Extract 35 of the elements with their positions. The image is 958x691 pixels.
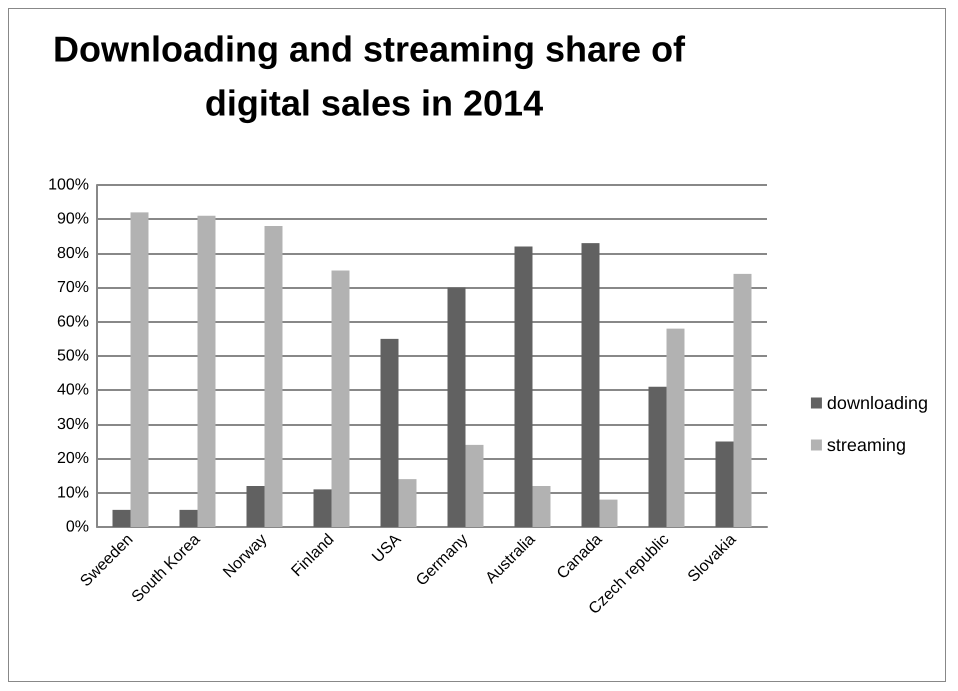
legend-label: streaming: [826, 435, 906, 455]
bar: [246, 486, 264, 527]
y-tick-label: 10%: [56, 484, 89, 502]
x-tick-label: USA: [369, 530, 405, 566]
bar: [314, 489, 332, 527]
y-tick-label: 50%: [56, 348, 89, 364]
bar: [398, 479, 416, 527]
bar: [734, 274, 752, 527]
y-tick-label: 90%: [56, 210, 89, 228]
y-tick-label: 100%: [48, 176, 89, 194]
y-tick-label: 80%: [56, 244, 89, 262]
bar: [198, 216, 216, 527]
y-tick-label: 30%: [56, 416, 89, 433]
bar: [582, 243, 600, 527]
bar: [180, 510, 198, 527]
y-tick-label: 40%: [56, 382, 89, 399]
bar: [448, 288, 466, 527]
bar: [466, 444, 484, 527]
y-tick-label: 0%: [66, 518, 89, 536]
y-tick-label: 20%: [56, 450, 89, 468]
y-tick-label: 70%: [56, 279, 89, 296]
bar: [380, 338, 398, 527]
legend-label: downloading: [826, 393, 928, 413]
bar: [716, 442, 734, 527]
bar: [112, 510, 130, 527]
chart-title: Downloading and streaming share of digital sales in 2014: [52, 28, 696, 124]
y-tick-label: 60%: [56, 313, 89, 330]
bar: [514, 246, 532, 527]
bar: [600, 500, 618, 527]
bar: [264, 226, 282, 527]
bar: [648, 386, 666, 527]
bar: [532, 486, 550, 527]
bar: [130, 212, 148, 527]
bar: [332, 270, 350, 527]
bar: [666, 328, 684, 527]
